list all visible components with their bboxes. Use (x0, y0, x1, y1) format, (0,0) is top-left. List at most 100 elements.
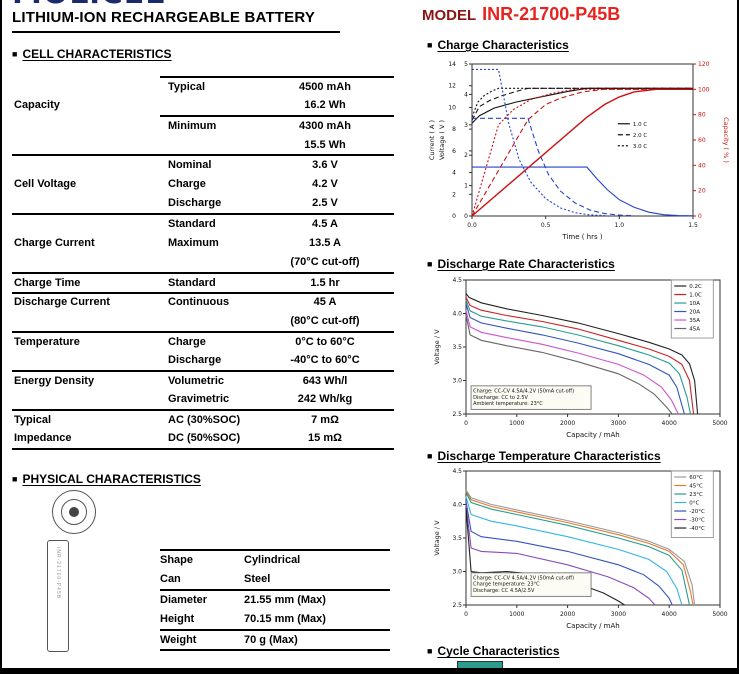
svg-text:4000: 4000 (662, 420, 677, 427)
cell-table-row: Standard 4.5 A (12, 213, 394, 233)
svg-text:Discharge: CC 4.5A/2.5V: Discharge: CC 4.5A/2.5V (473, 588, 535, 594)
cell-table-value: 2.5 V (312, 197, 338, 210)
physical-table-value: 21.55 mm (Max) (244, 594, 326, 606)
svg-text:2: 2 (464, 152, 468, 159)
cell-table-sub: Volumetric (168, 374, 225, 387)
square-bullet-icon: ■ (427, 646, 433, 656)
cell-table-value: 15 mΩ (308, 432, 342, 445)
svg-text:20: 20 (698, 188, 706, 195)
svg-text:4: 4 (452, 170, 456, 177)
square-bullet-icon: ■ (427, 40, 433, 50)
cell-table-label (12, 215, 160, 233)
cell-table-row: 15.5 Wh (12, 135, 394, 155)
cell-table-sub (160, 311, 256, 331)
svg-text:3: 3 (464, 122, 468, 129)
square-bullet-icon: ■ (427, 259, 433, 269)
cell-table-sub: Nominal (168, 159, 212, 172)
brand-logo-text: MOLiCEL (12, 0, 172, 8)
physical-table-value: Cylindrical (244, 554, 301, 566)
svg-text:14: 14 (448, 61, 456, 68)
cell-table-value: 1.5 hr (310, 276, 340, 289)
charge-characteristics-header: ■ Charge Characteristics (427, 38, 569, 52)
svg-text:Voltage ( V ): Voltage ( V ) (438, 120, 446, 160)
svg-text:Charge temperature: 23°C: Charge temperature: 23°C (473, 582, 540, 588)
svg-text:0.2C: 0.2C (689, 284, 702, 290)
cell-table-value: 16.2 Wh (304, 99, 346, 112)
svg-text:1.5: 1.5 (688, 222, 698, 229)
cycle-chart-cropped (457, 661, 503, 668)
svg-text:Voltage / V: Voltage / V (433, 329, 441, 365)
svg-text:4.0: 4.0 (452, 311, 462, 318)
chart-svg: 0 1000 2000 3000 4000 5000 Capacity / mAh 2.5 3.… (433, 277, 728, 439)
svg-text:0: 0 (464, 420, 468, 427)
cell-table-label: Discharge Current (14, 296, 110, 309)
svg-text:0°C: 0°C (689, 501, 699, 507)
cell-table-row: Discharge 2.5 V (12, 194, 394, 214)
svg-text:6: 6 (452, 148, 456, 155)
cell-table-sub: Charge (168, 335, 206, 348)
square-bullet-icon: ■ (427, 451, 433, 461)
svg-text:4.5: 4.5 (452, 468, 462, 475)
cell-table-row: Impedance DC (50%SOC) 15 mΩ (12, 429, 394, 449)
square-bullet-icon: ■ (12, 49, 18, 59)
svg-text:3.0 C: 3.0 C (633, 144, 647, 150)
charge-characteristics-chart: 0.0 0.5 1.0 1.5 Time ( hrs ) 0 2 4 6 8 10 12 14 0 1 2 3 4… (426, 54, 731, 257)
cell-table-value: (80°C cut-off) (290, 314, 360, 327)
cycle-section-title: Cycle Characteristics (437, 644, 560, 658)
cell-characteristics-header: ■ CELL CHARACTERISTICS (12, 47, 172, 61)
cell-table-sub: Maximum (168, 236, 219, 249)
physical-table-value: 70 g (Max) (244, 634, 298, 646)
svg-text:100: 100 (698, 86, 710, 93)
battery-top-view-drawing (52, 490, 96, 534)
svg-text:Voltage / V: Voltage / V (433, 520, 441, 556)
cell-table-label (12, 252, 160, 272)
cell-table-row: Cell Voltage Charge 4.2 V (12, 174, 394, 194)
svg-text:40: 40 (698, 162, 706, 169)
svg-text:Charge: CC-CV 4.5A/4.2V (50mA: Charge: CC-CV 4.5A/4.2V (50mA cut-off) (473, 389, 574, 395)
cell-table-value: 7 mΩ (311, 413, 339, 426)
rate-section-title: Discharge Rate Characteristics (437, 257, 615, 271)
physical-section-title: PHYSICAL CHARACTERISTICS (22, 472, 201, 486)
svg-text:3000: 3000 (611, 611, 626, 618)
cell-table-value: 3.6 V (312, 159, 338, 172)
physical-table-row: Height 70.15 mm (Max) (160, 609, 390, 629)
cell-table-sub: Standard (168, 276, 216, 289)
cell-table-row: Charge Time Standard 1.5 hr (12, 271, 394, 292)
discharge-rate-header: ■ Discharge Rate Characteristics (427, 257, 615, 271)
cell-table-row: Discharge -40°C to 60°C (12, 350, 394, 370)
cell-table-sub: Typical (160, 76, 256, 96)
cell-table-sub (160, 135, 256, 155)
cell-section-title: CELL CHARACTERISTICS (22, 47, 172, 61)
physical-table-label: Diameter (160, 594, 208, 606)
physical-table-value: Steel (244, 573, 271, 585)
chart-svg: 0 1000 2000 3000 4000 5000 Capacity / mAh 2.5 3.… (433, 468, 728, 630)
svg-text:23°C: 23°C (689, 492, 703, 498)
physical-table-label: Height (160, 613, 195, 625)
cell-table-label (12, 76, 160, 96)
svg-text:20A: 20A (689, 310, 700, 316)
physical-table-row: Weight 70 g (Max) (160, 629, 390, 649)
svg-text:2.0 C: 2.0 C (633, 133, 647, 139)
cell-table-value: -40°C to 60°C (290, 354, 360, 367)
svg-text:1000: 1000 (509, 420, 524, 427)
physical-characteristics-table: Shape Cylindrical Can Steel Diameter 21.55 mm… (160, 549, 390, 651)
svg-text:2000: 2000 (560, 611, 575, 618)
svg-text:Capacity ( % ): Capacity ( % ) (722, 117, 730, 163)
cell-characteristics-table: Typical 4500 mAh Capacity 16.2 Wh Minimum 430… (12, 76, 394, 451)
cycle-characteristics-header: ■ Cycle Characteristics (427, 644, 560, 658)
svg-text:Ambient temperature: 23°C: Ambient temperature: 23°C (473, 401, 543, 407)
cell-table-label (12, 115, 160, 135)
cell-table-label: Impedance (14, 432, 72, 445)
svg-text:Capacity / mAh: Capacity / mAh (566, 622, 619, 630)
svg-text:8: 8 (452, 126, 456, 133)
svg-text:1.0 C: 1.0 C (633, 122, 647, 128)
cell-table-sub (160, 252, 256, 272)
svg-text:0: 0 (452, 213, 456, 220)
page-title: LITHIUM-ION RECHARGEABLE BATTERY (12, 9, 316, 26)
svg-text:3.5: 3.5 (452, 344, 462, 351)
svg-text:5000: 5000 (712, 611, 727, 618)
svg-text:4000: 4000 (662, 611, 677, 618)
cell-table-label (12, 311, 160, 331)
